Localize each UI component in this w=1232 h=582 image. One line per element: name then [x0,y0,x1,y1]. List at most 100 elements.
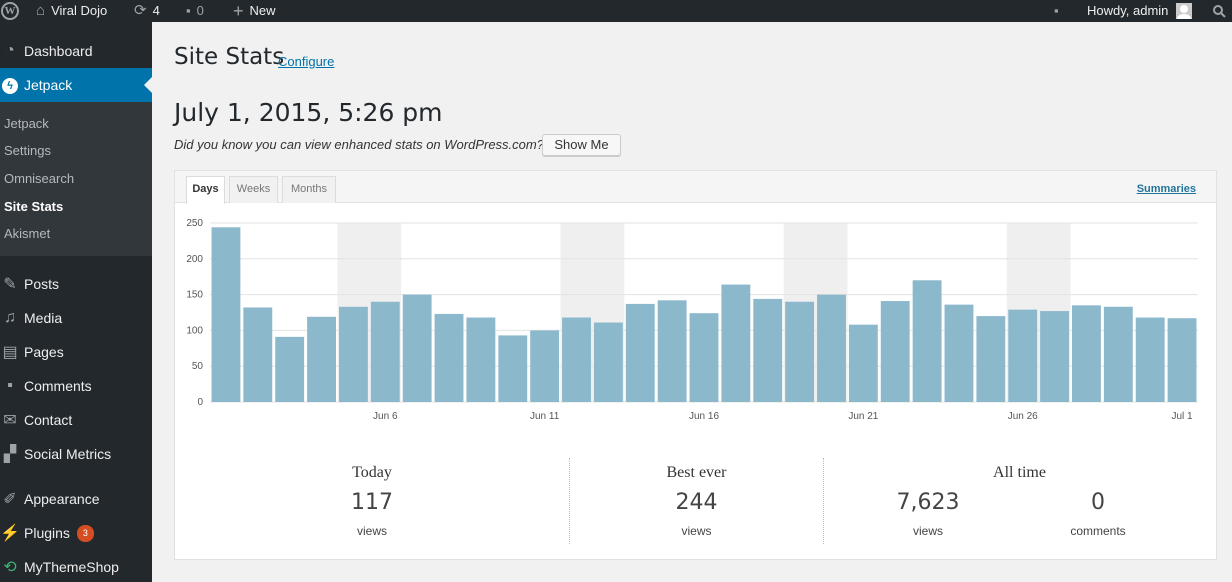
search-icon[interactable] [1212,0,1226,22]
x-tick-label: Jun 16 [689,411,719,422]
chart-bar [593,322,623,402]
chart-bar [1135,317,1165,402]
x-tick-label: Jun 21 [848,411,878,422]
sidebar-item-label: Media [24,310,63,326]
sidebar-item-label: Plugins [24,525,70,541]
submenu-settings[interactable]: Settings [4,143,51,158]
chart-bar [785,301,815,402]
stat-title: Best ever [666,464,727,481]
new-content-link[interactable]: + New [233,0,276,22]
new-label: New [249,3,276,18]
updates-icon: ⟳ [134,2,147,19]
chart-bar [370,301,400,402]
submenu-omnisearch[interactable]: Omnisearch [4,171,75,186]
promo-text: Did you know you can view enhanced stats… [174,137,544,152]
chart-bar [1167,318,1197,402]
updates-count: 4 [152,3,160,18]
chart-bar [434,313,464,402]
chart-bar [880,301,910,402]
avatar [1176,3,1193,19]
mail-icon: ✉ [3,412,17,429]
show-me-button[interactable]: Show Me [542,134,621,156]
sidebar-item-dashboard[interactable]: ◔ Dashboard [0,34,152,68]
notes-icon[interactable]: ▪ [1054,3,1059,18]
update-count-badge: 3 [76,524,94,542]
plug-icon: ⚡ [0,525,20,542]
stats-summary: Today 117 views Best ever 244 views All … [175,456,1216,546]
chart-bar [466,317,496,402]
sidebar-item-label: Comments [24,378,92,394]
chart-bar [243,307,273,402]
jetpack-submenu: Jetpack Settings Omnisearch Site Stats A… [0,102,152,256]
submenu-site-stats[interactable]: Site Stats [4,199,64,214]
sidebar-item-label: Dashboard [24,43,93,59]
pin-icon: ✎ [3,276,17,293]
y-tick-label: 150 [186,290,203,301]
updates-link[interactable]: ⟳ 4 [134,0,160,22]
configure-link[interactable]: Configure [278,54,335,69]
stat-unit: views [356,524,387,538]
stat-unit-comments: comments [1070,524,1126,538]
chart-bar [1072,305,1101,402]
y-tick-label: 200 [186,254,203,265]
y-tick-label: 50 [192,361,204,372]
tab-days[interactable]: Days [186,176,225,204]
stat-value-views: 7,623 [896,490,960,515]
stat-value-comments: 0 [1091,490,1105,515]
stat-unit-views: views [912,524,943,538]
sidebar-item-posts[interactable]: ✎ Posts [0,267,152,301]
x-tick-label: Jun 6 [373,411,398,422]
site-name-link[interactable]: ⌂ Viral Dojo [36,0,107,22]
sidebar-item-comments[interactable]: ▪ Comments [0,369,152,403]
site-name: Viral Dojo [51,3,108,18]
sidebar-item-appearance[interactable]: ✐ Appearance [0,482,152,516]
chart-bar [689,313,719,402]
stat-best-ever: Best ever 244 views [569,458,823,544]
comments-link[interactable]: ▪ 0 [186,0,204,22]
sidebar-item-label: Social Metrics [24,446,112,462]
chart-bar [753,298,783,402]
sidebar-item-jetpack[interactable]: ϟ Jetpack [0,68,152,102]
submenu-jetpack[interactable]: Jetpack [4,116,49,131]
sidebar-item-plugins[interactable]: ⚡ Plugins 3 [0,516,152,550]
stat-unit: views [681,524,712,538]
chart-bar [1008,309,1038,402]
summaries-link[interactable]: Summaries [1136,183,1196,195]
admin-bar: W ⌂ Viral Dojo ⟳ 4 ▪ 0 + New ▪ Howdy, ad… [0,0,1232,22]
tab-months[interactable]: Months [282,176,336,203]
chart-bar [402,294,432,402]
chart-icon: ▞ [3,446,17,463]
stat-title: All time [993,464,1046,481]
chart-bar [944,304,974,402]
chart-bar [817,294,846,402]
submenu-akismet[interactable]: Akismet [4,226,51,241]
page-title: Site Stats [174,44,285,70]
home-icon: ⌂ [36,2,46,19]
wordpress-logo-icon[interactable]: W [1,0,19,22]
chart-bar [562,317,591,402]
sidebar-item-social-metrics[interactable]: ▞ Social Metrics [0,437,152,471]
sidebar-item-pages[interactable]: ▤ Pages [0,335,152,369]
sidebar-item-contact[interactable]: ✉ Contact [0,403,152,437]
period-tabs: Days Weeks Months Summaries [175,171,1216,204]
sidebar-item-mythemeshop[interactable]: ⟲ MyThemeShop [0,550,152,582]
account-menu[interactable]: Howdy, admin [1087,0,1193,22]
sidebar-item-media[interactable]: ♫ Media [0,301,152,335]
sidebar-item-label: Posts [24,276,60,292]
stat-all-time: All time 7,623 views 0 comments [823,458,1216,544]
sidebar-item-label: MyThemeShop [24,559,119,575]
x-tick-label: Jun 26 [1008,411,1038,422]
stat-value: 244 [675,490,718,515]
views-bar-chart: 0 50 100 150 200 250 Jun 6 Jun 11 Jun 16 Jun 21 Ju… [186,218,1198,422]
chart-bar [307,316,336,402]
comment-bubble-icon: ▪ [186,3,191,18]
stat-title: Today [352,464,392,481]
y-tick-label: 0 [197,397,203,408]
tab-weeks[interactable]: Weeks [229,176,278,203]
y-tick-label: 100 [186,325,203,336]
stats-date: July 1, 2015, 5:26 pm [174,98,443,127]
x-tick-label: Jul 1 [1172,411,1194,422]
plus-icon: + [233,1,244,21]
chart-bar [912,280,942,402]
howdy-text: Howdy, admin [1087,3,1169,18]
